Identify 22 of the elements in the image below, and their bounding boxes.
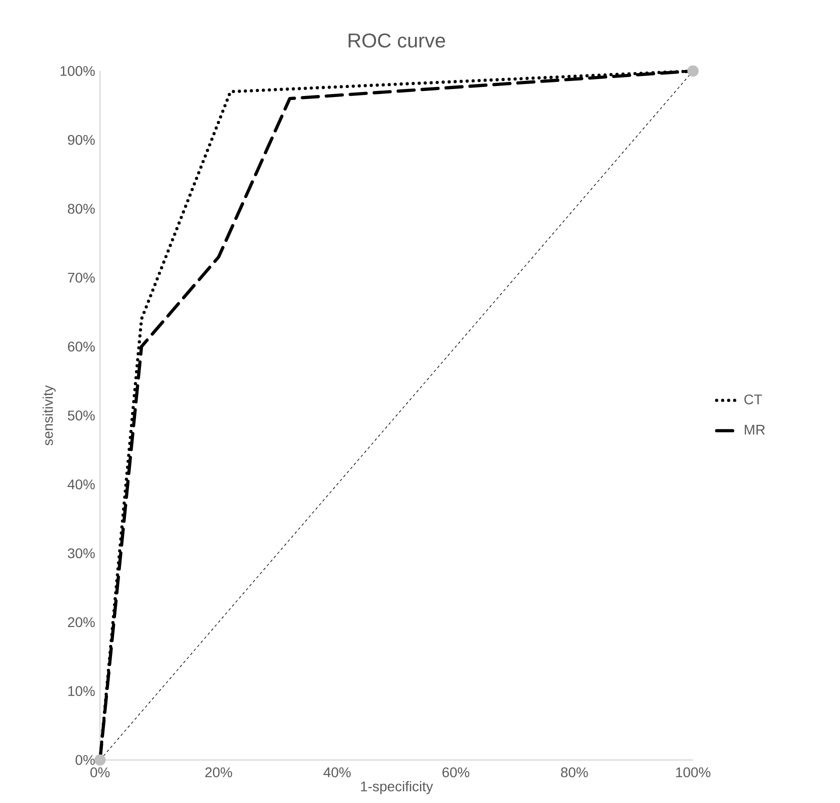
y-axis-title: sensitivity	[42, 385, 56, 446]
x-tick-label: 60%	[442, 767, 470, 778]
x-axis-title: 1-specificity	[361, 781, 434, 794]
chart-title: ROC curve	[348, 33, 446, 48]
y-tick-label: 80%	[68, 204, 95, 214]
x-tick-label: 80%	[560, 767, 588, 778]
x-tick-label: 20%	[205, 767, 232, 778]
y-tick-label: 20%	[68, 617, 95, 628]
y-tick-label: 40%	[68, 479, 95, 490]
y-tick-label: 90%	[68, 134, 95, 145]
y-tick-label: 0%	[76, 755, 95, 765]
y-tick-label: 50%	[68, 410, 95, 420]
x-tick-label: 40%	[324, 767, 351, 778]
y-tick-label: 70%	[68, 272, 95, 283]
x-tick-label: 0%	[90, 767, 110, 778]
y-tick-label: 10%	[68, 686, 95, 696]
y-tick-label: 100%	[60, 66, 95, 76]
y-tick-label: 30%	[68, 548, 95, 558]
legend-label: MR	[744, 424, 765, 435]
y-tick-label: 60%	[68, 342, 95, 352]
legend-label: CT	[744, 394, 762, 404]
x-tick-label: 100%	[676, 767, 710, 778]
